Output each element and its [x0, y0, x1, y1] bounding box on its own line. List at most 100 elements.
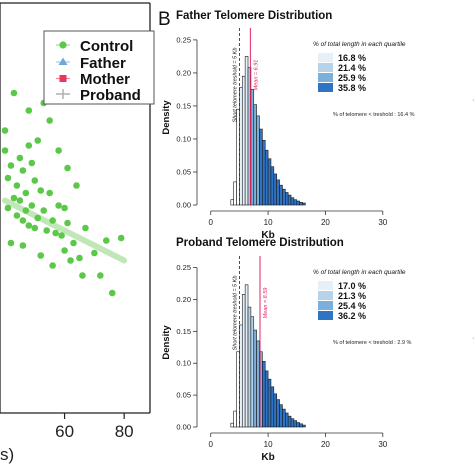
legend-mother-label: Mother	[80, 71, 130, 88]
scatter-x-ticks: 60 80	[55, 413, 134, 441]
scatter-point	[16, 154, 24, 162]
scatter-point	[16, 197, 24, 204]
scatter-point	[70, 239, 77, 247]
scatter-point	[61, 247, 68, 254]
y-tick-label: 0.20	[176, 68, 191, 77]
scatter-point	[43, 227, 50, 234]
scatter-point	[28, 159, 36, 167]
histogram-title: Father Telomere Distribution	[176, 10, 332, 22]
x-axis-label: Kb	[261, 230, 274, 241]
histogram-bar	[256, 340, 260, 428]
scatter-point	[64, 219, 71, 227]
scatter-point	[46, 189, 53, 197]
y-tick-label: 0.10	[176, 359, 191, 368]
quartile-label: 35.8 %	[338, 83, 366, 93]
histogram-bar	[262, 361, 266, 428]
histogram-bar	[273, 173, 277, 206]
father-distribution-panel: Father Telomere Distribution 0.00 0.05 0.10…	[161, 10, 415, 241]
histogram-bar	[299, 202, 303, 206]
quartile-label: 17.0 %	[338, 281, 366, 291]
histogram-bar	[279, 184, 283, 206]
histogram-bar	[241, 75, 246, 206]
x-tick-label: 30	[378, 218, 387, 227]
histogram-bar	[302, 202, 306, 206]
histogram-bar	[267, 158, 272, 206]
quartile-swatch	[318, 53, 333, 62]
clipped-edge-mark-bottom: ·	[472, 335, 474, 342]
histogram-bar	[282, 408, 286, 428]
scatter-point	[34, 214, 42, 222]
scatter-point	[49, 217, 56, 224]
scatter-point	[25, 222, 33, 229]
histogram-bar	[279, 404, 283, 428]
scatter-point	[52, 229, 59, 237]
scatter-point	[37, 252, 45, 259]
histogram-bar	[293, 199, 298, 206]
scatter-point	[22, 207, 30, 214]
histogram-bar	[264, 149, 269, 206]
scatter-point	[102, 237, 110, 244]
quartile-swatch	[318, 281, 333, 290]
histogram-title: Proband Telomere Distribution	[176, 237, 344, 249]
scatter-point	[22, 189, 30, 197]
histogram-bar	[284, 412, 289, 428]
scatter-point	[13, 212, 21, 219]
scatter-point	[67, 257, 74, 264]
histogram-bar	[236, 351, 240, 428]
histogram-bar	[284, 192, 289, 206]
histogram-bar	[256, 115, 260, 206]
scatter-point	[10, 194, 18, 202]
x-tick-label: 10	[264, 440, 273, 449]
histogram-bar	[250, 89, 255, 206]
threshold-label: Short telomere treshold = 5 Kb	[232, 276, 238, 351]
x-tick-label: 20	[321, 218, 330, 227]
y-tick-label: 0.25	[176, 263, 191, 272]
histogram-bar	[290, 418, 295, 428]
mean-label: Mean = 6.91	[253, 60, 259, 91]
y-tick-label: 0.05	[176, 391, 191, 400]
legend-proband-label: Proband	[80, 87, 141, 104]
mean-label: Mean = 8.59	[263, 288, 269, 319]
x-tick-label: 20	[321, 440, 330, 449]
y-tick-label: 0.05	[176, 167, 191, 176]
histogram-bar	[236, 108, 240, 206]
x-tick-label: 0	[209, 440, 214, 449]
y-axis-label: Density	[161, 325, 172, 360]
panel-label-b: B	[158, 9, 171, 30]
histogram-bar	[276, 399, 280, 428]
scatter-point	[79, 272, 86, 279]
histogram-bar	[259, 128, 263, 206]
proband-distribution-panel: Proband Telomere Distribution 0.00 0.05 0.1…	[161, 237, 412, 463]
scatter-points	[1, 89, 125, 297]
scatter-point	[91, 249, 98, 257]
scatter-point	[19, 217, 27, 224]
histogram-bar	[296, 200, 300, 206]
scatter-point	[46, 117, 53, 124]
quartile-label: 25.9 %	[338, 73, 366, 83]
quartile-label: 36.2 %	[338, 311, 366, 321]
x-tick-label: 10	[264, 218, 273, 227]
histogram-bar	[270, 386, 275, 428]
legend-control-label: Control	[80, 38, 133, 55]
scatter-point	[25, 142, 33, 149]
scatter-point	[4, 204, 12, 212]
histogram-bar	[244, 56, 249, 206]
histogram-bar	[267, 378, 272, 428]
histogram-bar	[293, 420, 298, 428]
histogram-bar	[287, 415, 292, 428]
histogram-bar	[282, 188, 286, 206]
y-tick-label: 0.00	[176, 423, 191, 432]
histogram-bar	[302, 424, 306, 428]
quartile-swatch	[318, 73, 333, 82]
scatter-point	[97, 272, 104, 279]
scatter-point	[58, 232, 65, 239]
x-axis-label: Kb	[261, 452, 274, 463]
legend-father-label: Father	[80, 55, 126, 72]
histogram-bar	[233, 410, 237, 428]
histogram-bar	[244, 284, 249, 428]
histogram-bar	[253, 329, 257, 428]
histogram-bar	[273, 393, 277, 428]
histogram-bar	[296, 422, 300, 428]
scatter-legend: Control Father Mother Proband	[43, 30, 155, 105]
quartile-label: 16.8 %	[338, 53, 366, 63]
